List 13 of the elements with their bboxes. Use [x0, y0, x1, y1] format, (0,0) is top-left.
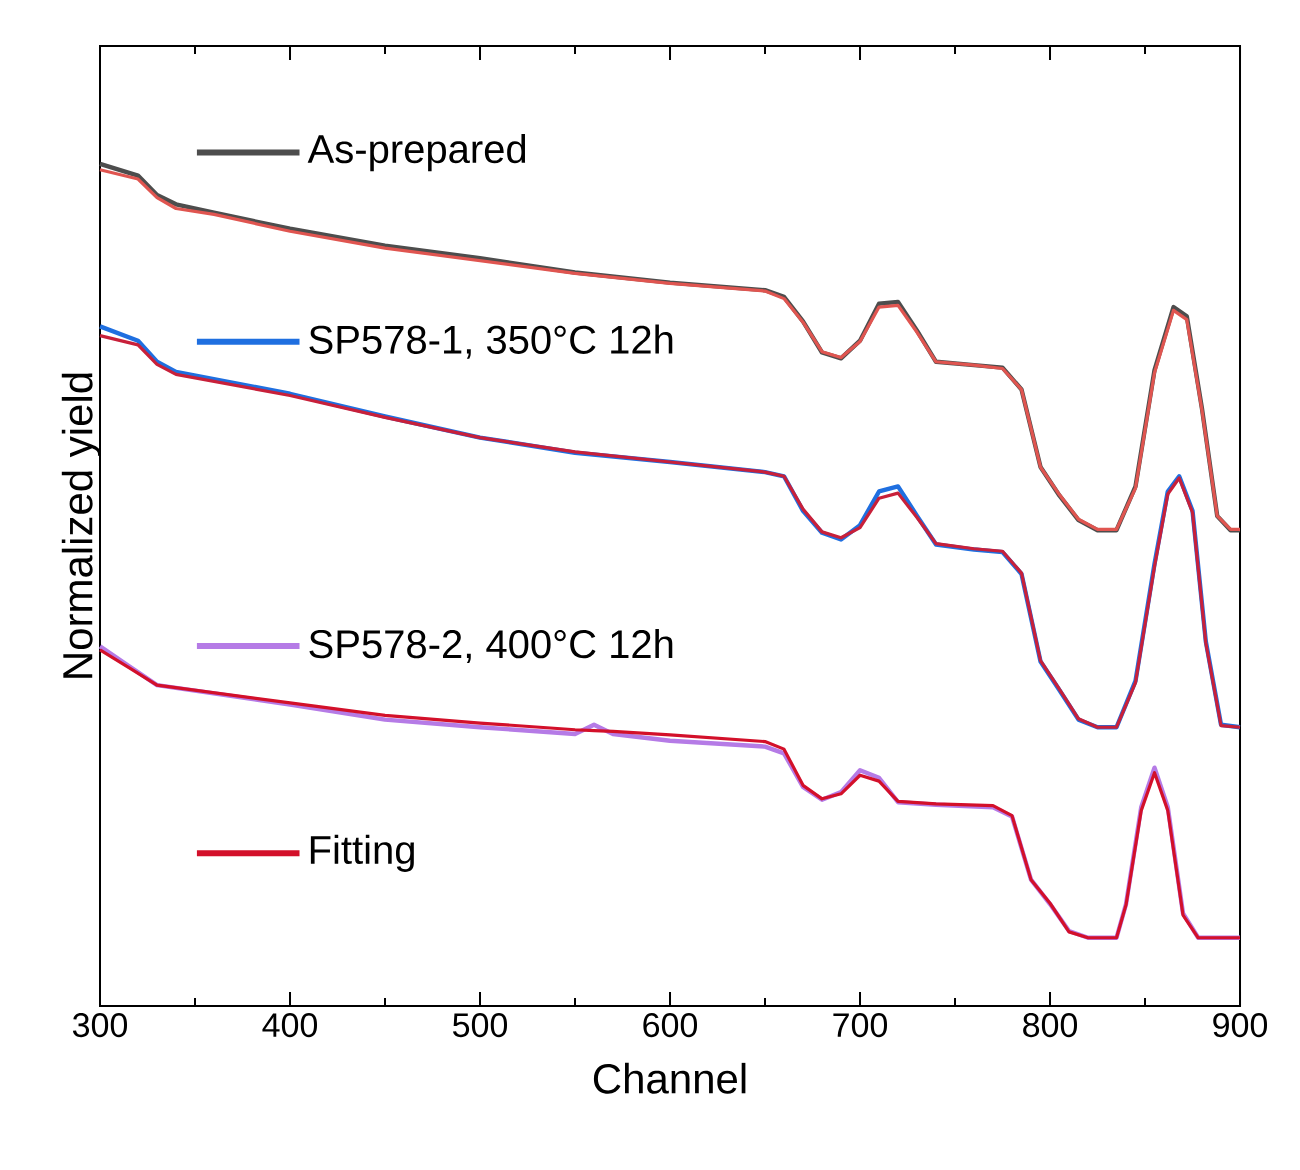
x-tick-label: 900 — [1213, 1013, 1268, 1038]
legend-label: SP578-2, 400°C 12h — [309, 628, 673, 664]
legend-label: SP578-1, 350°C 12h — [309, 324, 673, 359]
x-tick-label: 800 — [1023, 1013, 1078, 1038]
x-tick-label: 600 — [643, 1013, 698, 1038]
y-axis-title: Normalized yield — [61, 373, 101, 678]
x-tick-label: 500 — [452, 1013, 508, 1038]
legend-label: As-prepared — [307, 133, 526, 172]
x-axis-title: Channel — [593, 1062, 746, 1094]
x-tick-label: 300 — [72, 1013, 128, 1038]
x-tick-label: 400 — [262, 1013, 318, 1038]
legend-label: Fitting — [310, 834, 414, 872]
x-tick-label: 700 — [833, 1013, 888, 1038]
